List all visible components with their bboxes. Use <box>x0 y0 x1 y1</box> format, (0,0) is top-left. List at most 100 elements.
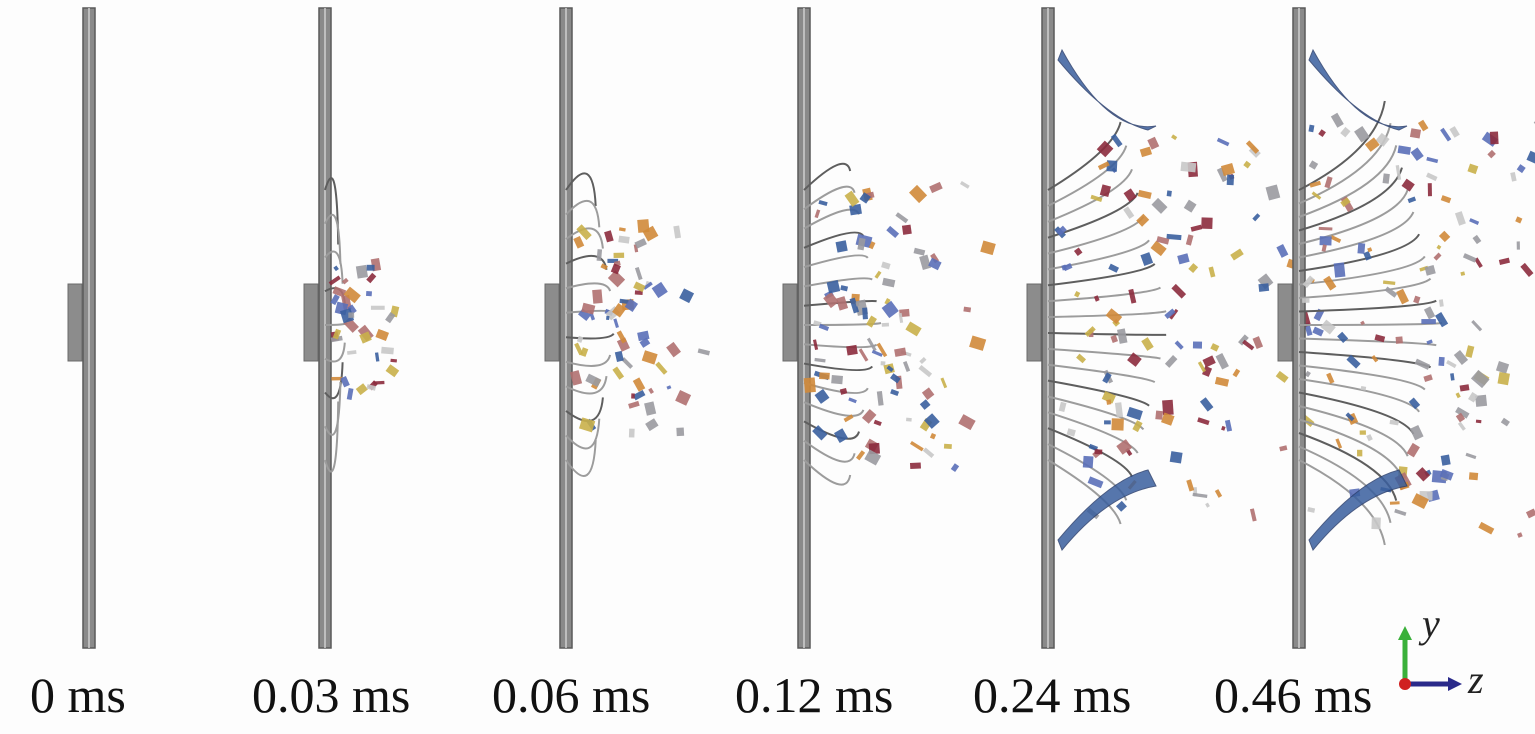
fragment <box>1215 352 1229 370</box>
deformed-sheet <box>1298 233 1421 272</box>
fragment <box>1123 206 1135 219</box>
deformed-sheet <box>1298 255 1426 286</box>
fragment <box>1371 354 1379 363</box>
fragment <box>882 277 896 288</box>
fragment <box>1407 196 1417 204</box>
fragment <box>849 203 862 216</box>
fragment <box>1242 339 1255 351</box>
fragment <box>632 389 646 401</box>
fragment <box>1224 419 1233 432</box>
deformed-sheet <box>565 227 604 249</box>
fragment <box>1455 406 1470 419</box>
fragment <box>929 432 937 440</box>
fragment <box>634 290 643 295</box>
fragment <box>1177 253 1190 265</box>
fragment <box>1460 271 1466 276</box>
fragment <box>348 312 355 318</box>
fragment <box>859 192 871 204</box>
fragment <box>1088 443 1099 451</box>
fragment <box>370 305 385 310</box>
fragment <box>1357 242 1366 254</box>
fragment <box>1147 136 1160 150</box>
fragment <box>929 181 943 194</box>
fragment <box>1435 312 1449 328</box>
fragment <box>813 320 822 327</box>
fragment <box>922 447 935 459</box>
fragment <box>1382 280 1396 286</box>
deformed-sheet <box>1047 286 1162 303</box>
fragment <box>855 301 860 307</box>
fragment <box>1321 244 1327 252</box>
deformed-sheet <box>803 162 852 191</box>
fragment <box>355 383 368 396</box>
fragment <box>1117 328 1128 344</box>
fragment <box>876 342 888 358</box>
frame-4 <box>1026 7 1325 649</box>
z-axis-arrowhead <box>1448 677 1462 691</box>
fragment <box>1413 295 1421 304</box>
deformed-sheet <box>1298 391 1415 435</box>
fragment <box>347 350 357 355</box>
fragment <box>666 385 672 390</box>
fragment <box>1258 283 1270 292</box>
fragment <box>1438 299 1444 307</box>
fragment <box>924 413 940 429</box>
deformed-sheet <box>324 401 340 473</box>
fragment <box>958 414 976 431</box>
fragment <box>385 364 400 378</box>
fragment <box>347 304 357 315</box>
fragment <box>1360 385 1367 391</box>
fragment <box>1114 402 1124 418</box>
fragment <box>655 361 668 375</box>
torn-petal <box>1308 48 1408 131</box>
fragment <box>895 212 909 224</box>
fragment <box>1304 370 1311 378</box>
fragment <box>697 348 711 356</box>
fragment <box>1084 326 1096 337</box>
fragment <box>894 347 907 357</box>
deformed-sheet <box>803 185 856 211</box>
fragment <box>1099 184 1112 198</box>
fragment <box>1311 191 1322 200</box>
deformed-sheet <box>1298 299 1437 313</box>
time-label-3: 0.12 ms <box>735 667 894 723</box>
fragment <box>1439 468 1454 481</box>
fragment <box>355 264 369 279</box>
fragment <box>1318 226 1333 231</box>
deformed-sheet <box>1047 263 1156 287</box>
fragment <box>818 199 828 207</box>
fragment <box>1389 501 1400 505</box>
deformed-sheet <box>1047 411 1139 454</box>
fragment <box>1495 361 1510 374</box>
frames-layer <box>67 7 1535 649</box>
fragment <box>666 341 681 358</box>
fragment <box>1111 418 1124 431</box>
fragment <box>607 258 619 263</box>
deformed-sheet <box>1298 459 1386 546</box>
fragment <box>1346 354 1361 369</box>
fragment <box>1409 424 1424 441</box>
fragment <box>950 463 960 472</box>
fragment <box>928 257 942 271</box>
fragment <box>1457 421 1466 431</box>
deformed-sheet <box>1298 337 1437 347</box>
fragment <box>812 425 828 441</box>
fragment <box>881 322 890 327</box>
fragment <box>613 252 625 259</box>
deformed-sheet <box>1047 145 1128 207</box>
fragment <box>1096 140 1114 158</box>
fragment <box>823 292 839 309</box>
fragment <box>858 348 869 362</box>
fragment <box>1123 188 1137 202</box>
fragment <box>1238 334 1249 346</box>
fragment <box>1500 417 1510 427</box>
fragment <box>1156 236 1170 245</box>
fragment <box>628 400 640 409</box>
fragment <box>1232 368 1241 378</box>
fragment <box>332 328 342 340</box>
fragment <box>1137 189 1152 200</box>
fragment <box>577 308 591 321</box>
fragment <box>1076 353 1087 364</box>
deformed-sheet <box>1298 145 1398 218</box>
fragment <box>1164 308 1176 319</box>
